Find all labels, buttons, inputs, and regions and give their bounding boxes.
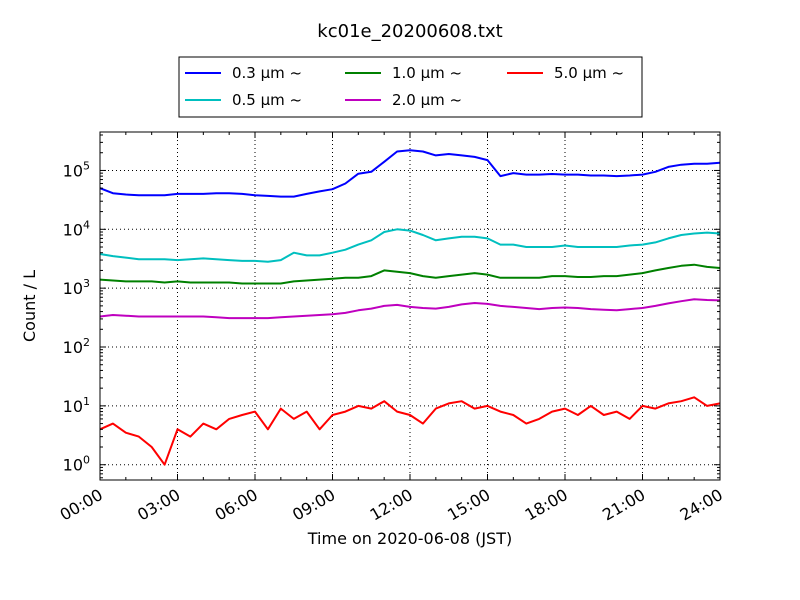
y-axis-label: Count / L — [20, 270, 39, 342]
series-line-3 — [99, 298, 721, 320]
y-tick-label: 105 — [63, 159, 90, 180]
legend-label-2: 1.0 μm ~ — [392, 64, 462, 82]
y-tick-labels: 100 101 102 103 104 105 — [63, 159, 90, 474]
x-tick-label: 18:00 — [522, 485, 571, 525]
x-tick-label: 21:00 — [599, 485, 648, 525]
series-line-2 — [99, 263, 721, 285]
x-tick-label: 12:00 — [367, 485, 416, 525]
y-tick-label: 101 — [63, 395, 90, 416]
series-line-1 — [99, 228, 721, 263]
series-line-4 — [99, 396, 721, 466]
legend-frame — [178, 56, 643, 118]
x-tick-label: 03:00 — [134, 485, 183, 525]
y-tick-label: 104 — [63, 218, 90, 239]
y-tick-label: 100 — [63, 454, 90, 475]
legend-label-0: 0.3 μm ~ — [232, 64, 302, 82]
x-tick-label: 06:00 — [212, 485, 261, 525]
series-line-0 — [99, 149, 721, 198]
axis-ticks — [99, 132, 721, 480]
x-tick-label: 15:00 — [444, 485, 493, 525]
x-axis-label: Time on 2020-06-08 (JST) — [307, 529, 512, 548]
legend-label-4: 5.0 μm ~ — [554, 64, 624, 82]
grid-lines — [100, 132, 720, 480]
legend-label-3: 2.0 μm ~ — [392, 91, 462, 109]
series-lines — [99, 149, 721, 466]
x-tick-label: 09:00 — [289, 485, 338, 525]
x-tick-labels: 00:00 03:00 06:00 09:00 12:00 15:00 18:00 21:00… — [57, 485, 726, 525]
y-tick-label: 103 — [63, 277, 90, 298]
x-tick-label: 00:00 — [57, 485, 106, 525]
y-tick-label: 102 — [63, 336, 90, 357]
x-tick-label: 24:00 — [677, 485, 726, 525]
legend-label-1: 0.5 μm ~ — [232, 91, 302, 109]
chart-title: kc01e_20200608.txt — [317, 21, 502, 42]
chart-legend: 0.3 μm ~ 0.5 μm ~ 1.0 μm ~ 2.0 μm ~ 5.0 μm ~ — [178, 56, 643, 118]
